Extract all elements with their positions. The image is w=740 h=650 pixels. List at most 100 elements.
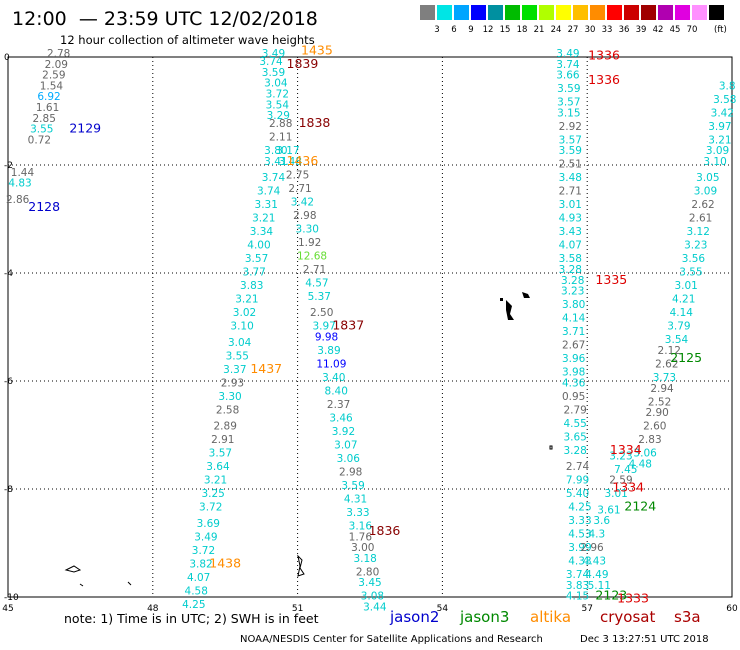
color-swatch: [607, 5, 622, 20]
wave-height-point: 2.62: [691, 199, 714, 211]
pass-time-label: 1334: [612, 480, 644, 495]
wave-height-point: 3.8: [719, 80, 736, 92]
wave-height-point: 2.92: [559, 121, 582, 133]
island-shape: [297, 554, 305, 577]
wave-height-point: 3.28: [561, 275, 584, 287]
y-tick-label: -2: [4, 161, 13, 171]
wave-height-point: 5.40: [566, 488, 589, 500]
wave-height-point: 2.12: [658, 345, 681, 357]
color-swatch: [590, 5, 605, 20]
wave-height-point: 3.12: [687, 226, 710, 238]
wave-height-point: 3.01: [559, 199, 582, 211]
wave-height-point: 4.36: [562, 377, 586, 389]
color-scale-tick: 3: [434, 25, 440, 35]
x-tick-label: 45: [2, 604, 13, 614]
wave-height-point: 11.09: [316, 359, 346, 371]
color-scale-tick: 9: [468, 25, 474, 35]
pass-time-label: 2124: [624, 499, 656, 514]
footer-note: note: 1) Time is in UTC; 2) SWH is in fe…: [64, 611, 319, 626]
wave-height-point: 3.29: [267, 110, 290, 122]
wave-height-point: 3.45: [358, 577, 381, 589]
color-swatch: [658, 5, 673, 20]
wave-height-point: 3.74: [259, 56, 283, 68]
wave-height-point: 4.49: [585, 569, 608, 581]
pass-time-label: 1336: [588, 48, 620, 63]
pass-time-label: 1435: [301, 42, 333, 57]
wave-height-point: 2.88: [269, 118, 292, 130]
color-scale-tick: 36: [618, 25, 630, 35]
wave-height-point: 2.90: [645, 407, 668, 419]
y-tick-label: -6: [4, 377, 13, 387]
x-tick-label: 60: [726, 604, 738, 614]
wave-height-point: 2.98: [339, 467, 362, 479]
wave-height-point: 4.31: [344, 494, 367, 506]
wave-height-point: 3.97: [708, 121, 731, 133]
pass-time-label: 2125: [670, 350, 702, 365]
wave-height-point: 3.01: [604, 488, 627, 500]
wave-height-point: 3.65: [563, 431, 586, 443]
color-scale-tick: 27: [567, 25, 579, 35]
wave-height-point: 3.74: [257, 186, 281, 198]
island-shape: [500, 292, 530, 320]
pass-time-label: 2129: [69, 121, 101, 136]
wave-height-point: 3.66: [556, 70, 580, 82]
legend-altika: altika: [530, 608, 572, 626]
color-swatch: [454, 5, 469, 20]
color-swatch: [709, 5, 724, 20]
wave-height-point: 2.09: [45, 59, 68, 71]
coastline: [64, 292, 553, 587]
wave-height-point: 4.07: [187, 572, 210, 584]
legend-jason2: jason2: [390, 608, 440, 626]
wave-height-point: 3.48: [279, 156, 302, 168]
wave-height-point: 1.76: [349, 531, 373, 543]
wave-height-point: 3.18: [353, 553, 376, 565]
y-tick-label: -8: [4, 485, 13, 495]
wave-height-point: 3.55: [226, 350, 249, 362]
wave-height-point: 4.55: [563, 418, 586, 430]
wave-height-point: 3.89: [317, 345, 340, 357]
wave-height-point: 1.44: [11, 167, 35, 179]
wave-height-point: 3.74: [566, 569, 590, 581]
wave-height-point: 2.51: [559, 159, 582, 171]
wave-height-point: 3.41: [264, 156, 287, 168]
wave-height-point: 4.48: [629, 458, 652, 470]
wave-height-point: 3.72: [266, 89, 289, 101]
wave-height-point: 3.06: [633, 448, 657, 460]
pass-time-label: 1839: [287, 56, 319, 71]
wave-height-point: 3.48: [559, 172, 582, 184]
wave-height-point: 3.54: [665, 334, 689, 346]
color-swatch: [539, 5, 554, 20]
color-swatch: [488, 5, 503, 20]
generation-timestamp: Dec 3 13:27:51 UTC 2018: [580, 634, 709, 645]
wave-height-point: 3.30: [296, 224, 319, 236]
wave-height-point: 4.58: [185, 585, 208, 597]
legend-cryosat: cryosat: [600, 608, 656, 626]
color-scale-tick: 33: [601, 25, 613, 35]
wave-height-point: 3.21: [708, 134, 731, 146]
wave-height-point: 2.78: [47, 48, 70, 60]
wave-height-point: 3.10: [703, 156, 726, 168]
wave-height-point: 3.72: [192, 545, 215, 557]
grid-lines: [8, 57, 732, 597]
wave-height-point: 3.96: [562, 353, 586, 365]
wave-height-point: 3.71: [562, 326, 585, 338]
wave-height-point: 4.25: [568, 502, 591, 514]
wave-height-point: 2.91: [211, 434, 234, 446]
color-scale-tick: 15: [499, 25, 511, 35]
axis-ticks: 45 48 51 54 57 60 0 -2 -4 -6 -8 -10: [2, 53, 738, 614]
wave-height-point: 3.40: [322, 372, 345, 384]
wave-height-point: 4.93: [559, 213, 582, 225]
wave-height-point: 3.34: [250, 226, 274, 238]
wave-height-point: 4.00: [247, 240, 270, 252]
wave-height-point: 4.15: [566, 591, 589, 603]
color-swatch: [675, 5, 690, 20]
wave-height-point: 3.80: [264, 145, 287, 157]
wave-height-point: 3.74: [262, 172, 286, 184]
pass-time-label: 1438: [209, 555, 241, 570]
color-swatch: [522, 5, 537, 20]
wave-height-point: 3.46: [329, 413, 353, 425]
wave-height-point: 0.95: [562, 391, 585, 403]
wave-height-point: 4.57: [305, 278, 328, 290]
wave-height-point: 2.71: [559, 186, 582, 198]
